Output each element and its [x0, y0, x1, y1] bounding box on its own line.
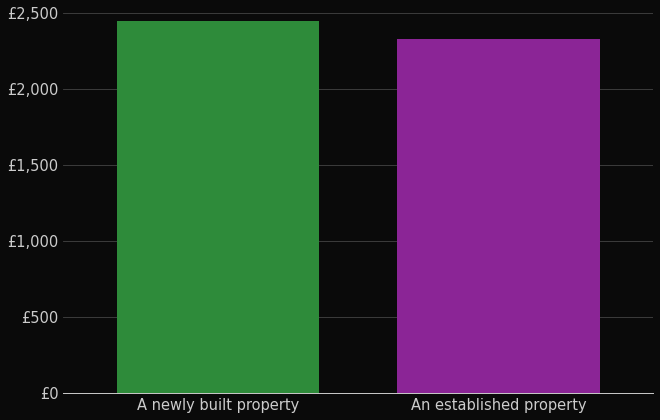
- Bar: [397, 39, 600, 393]
- Bar: [117, 21, 319, 393]
